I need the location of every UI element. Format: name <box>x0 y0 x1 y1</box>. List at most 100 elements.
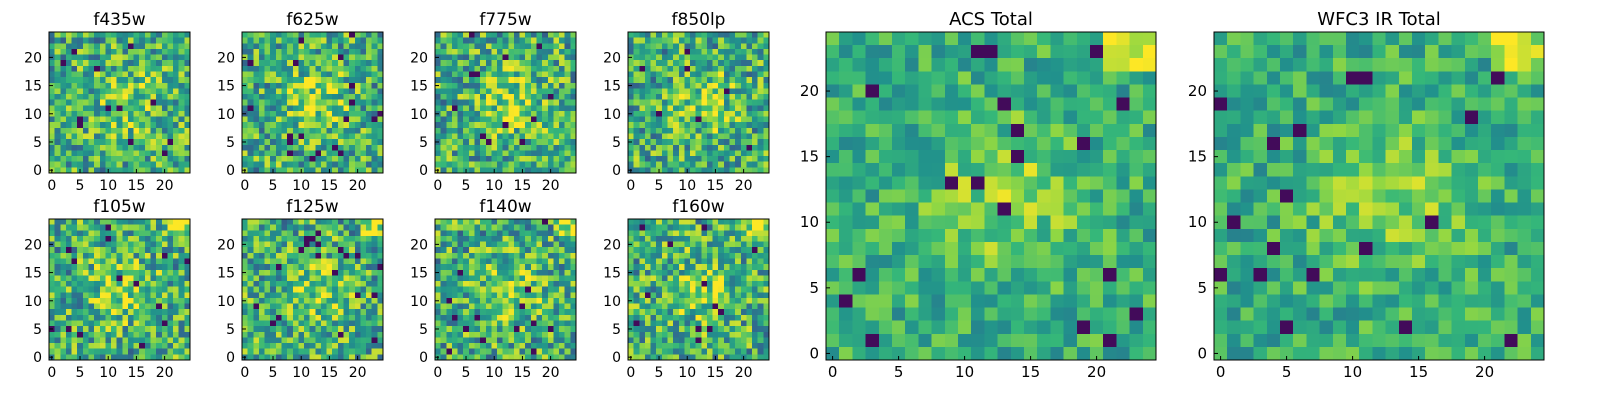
heatmap-cell <box>570 281 577 288</box>
heatmap-cell <box>315 230 322 237</box>
heatmap-cell <box>553 60 560 67</box>
heatmap-cell <box>99 167 106 174</box>
heatmap-cell <box>497 60 504 67</box>
heatmap-cell <box>673 71 680 78</box>
heatmap-cell <box>65 71 73 78</box>
heatmap-cell <box>139 252 146 260</box>
heatmap-cell <box>309 71 316 78</box>
heatmap-cell <box>275 297 283 305</box>
heatmap-cell <box>253 116 260 123</box>
heatmap-cell <box>77 71 84 78</box>
heatmap-cell <box>167 167 174 174</box>
heatmap-cell <box>270 156 277 163</box>
heatmap-cell <box>474 230 481 237</box>
heatmap-cell <box>247 224 254 231</box>
heatmap-cell <box>54 303 61 310</box>
heatmap-cell <box>167 252 174 260</box>
heatmap-cell <box>309 252 316 260</box>
heatmap-cell <box>287 60 294 67</box>
heatmap-cell <box>628 116 635 123</box>
heatmap-cell <box>564 224 571 231</box>
heatmap-cell <box>354 343 362 350</box>
heatmap-cell <box>661 48 669 56</box>
heatmap-cell <box>354 161 362 168</box>
heatmap-cell <box>485 144 492 152</box>
heatmap-cell <box>474 354 481 361</box>
heatmap-cell <box>242 150 249 157</box>
heatmap-cell <box>173 167 180 174</box>
heatmap-cell <box>644 235 652 243</box>
heatmap-cell <box>661 127 669 135</box>
heatmap-cell <box>377 235 384 243</box>
heatmap-cell <box>525 258 532 265</box>
heatmap-cell <box>519 331 526 339</box>
heatmap-cell <box>491 105 498 112</box>
heatmap-cell <box>242 264 249 271</box>
heatmap-cell <box>468 219 476 226</box>
heatmap-cell <box>242 88 249 95</box>
heatmap-cell <box>332 94 339 101</box>
heatmap-cell <box>564 161 571 168</box>
heatmap-cell <box>740 37 748 44</box>
heatmap-cell <box>564 105 571 112</box>
heatmap-cell <box>366 88 373 95</box>
heatmap-cell <box>644 275 652 282</box>
heatmap-cell <box>451 235 459 243</box>
heatmap-cell <box>536 247 543 254</box>
heatmap-cell <box>451 77 459 84</box>
heatmap-cell <box>446 167 453 174</box>
heatmap-cell <box>275 247 283 254</box>
heatmap-cell <box>173 314 180 322</box>
heatmap-cell <box>54 77 61 84</box>
heatmap-cell <box>247 247 254 254</box>
heatmap-cell <box>485 348 492 355</box>
heatmap-cell <box>309 309 316 316</box>
heatmap-cell <box>178 348 185 355</box>
heatmap-cell <box>320 230 328 237</box>
heatmap-cell <box>343 88 350 95</box>
heatmap-cell <box>253 156 260 163</box>
heatmap-cell <box>71 247 78 254</box>
heatmap-cell <box>320 297 328 305</box>
heatmap-cell <box>474 219 481 226</box>
heatmap-cell <box>99 65 106 73</box>
heatmap-cell <box>729 167 736 174</box>
heatmap-cell <box>530 82 538 89</box>
heatmap-cell <box>661 161 669 168</box>
heatmap-cell <box>650 122 657 129</box>
heatmap-cell <box>570 297 577 305</box>
heatmap-cell <box>150 219 157 226</box>
heatmap-cell <box>133 144 140 152</box>
heatmap-cell <box>298 161 305 168</box>
heatmap-cell <box>525 264 532 271</box>
heatmap-cell <box>457 127 464 135</box>
heatmap-cell <box>88 77 95 84</box>
heatmap-cell <box>440 343 447 350</box>
heatmap-cell <box>463 230 470 237</box>
heatmap-cell <box>633 235 640 243</box>
heatmap-cell <box>435 292 442 299</box>
heatmap-cell <box>77 286 84 293</box>
heatmap-cell <box>332 354 339 361</box>
heatmap-cell <box>690 94 697 101</box>
heatmap-cell <box>678 60 685 67</box>
heatmap-cell <box>763 48 770 56</box>
heatmap-cell <box>287 127 294 135</box>
x-tick-label: 10 <box>292 365 310 381</box>
heatmap-cell <box>184 99 191 106</box>
heatmap-cell <box>127 37 135 44</box>
heatmap-cell <box>673 281 680 288</box>
heatmap-cell <box>463 156 470 163</box>
heatmap-cell <box>547 314 555 322</box>
heatmap-cell <box>513 82 521 89</box>
heatmap-cell <box>559 326 566 333</box>
heatmap-cell <box>315 43 322 50</box>
heatmap-cell <box>695 264 702 271</box>
heatmap-cell <box>553 309 560 316</box>
heatmap-cell <box>673 116 680 123</box>
heatmap-cell <box>173 133 180 140</box>
heatmap-cell <box>49 99 56 106</box>
heatmap-cell <box>122 354 129 361</box>
heatmap-cell <box>337 156 345 163</box>
heatmap-cell <box>77 281 84 288</box>
